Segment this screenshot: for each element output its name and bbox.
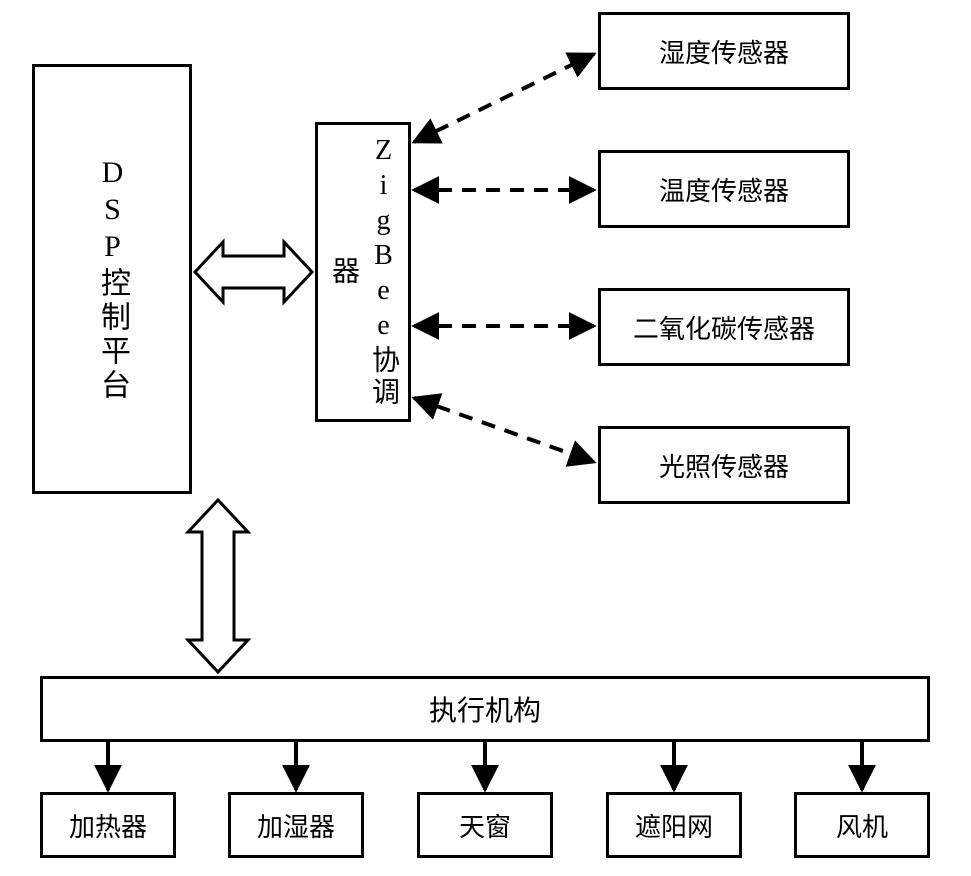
light-sensor-label: 光照传感器 [659, 447, 789, 484]
humidifier-box: 加湿器 [228, 792, 364, 858]
temperature-sensor-label: 温度传感器 [659, 171, 789, 208]
humidifier-label: 加湿器 [257, 807, 335, 844]
humidity-sensor-label: 湿度传感器 [659, 33, 789, 70]
zigbee-label: ZigBee协调器 [323, 125, 403, 419]
co2-sensor-label: 二氧化碳传感器 [633, 309, 815, 346]
co2-sensor-box: 二氧化碳传感器 [598, 288, 850, 366]
light-sensor-box: 光照传感器 [598, 426, 850, 504]
skylight-label: 天窗 [459, 807, 511, 844]
zigbee-coordinator-box: ZigBee协调器 [315, 122, 411, 422]
fan-box: 风机 [794, 792, 930, 858]
dsp-label: DSP控制平台 [90, 156, 134, 403]
heater-label: 加热器 [69, 807, 147, 844]
dsp-control-platform-box: DSP控制平台 [32, 64, 192, 494]
skylight-box: 天窗 [417, 792, 553, 858]
actuator-label: 执行机构 [429, 689, 541, 729]
shade-box: 遮阳网 [606, 792, 742, 858]
shade-label: 遮阳网 [635, 807, 713, 844]
heater-box: 加热器 [40, 792, 176, 858]
temperature-sensor-box: 温度传感器 [598, 150, 850, 228]
fan-label: 风机 [836, 807, 888, 844]
humidity-sensor-box: 湿度传感器 [598, 12, 850, 90]
actuator-box: 执行机构 [40, 676, 930, 742]
